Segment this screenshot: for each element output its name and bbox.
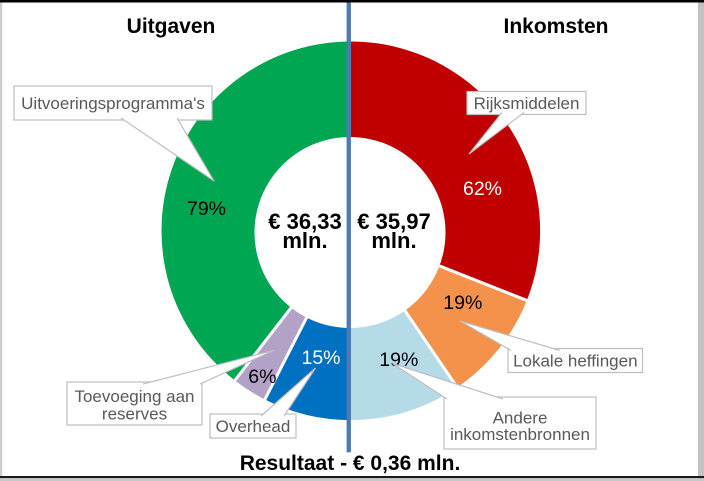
svg-text:inkomstenbronnen: inkomstenbronnen xyxy=(450,425,590,444)
svg-text:19%: 19% xyxy=(379,349,418,371)
svg-text:Rijksmiddelen: Rijksmiddelen xyxy=(474,94,580,113)
svg-text:€ 36,33: € 36,33 xyxy=(268,209,341,234)
svg-text:Andere: Andere xyxy=(493,409,548,428)
svg-text:62%: 62% xyxy=(463,178,502,200)
svg-text:Uitvoeringsprogramma's: Uitvoeringsprogramma's xyxy=(21,94,205,113)
svg-text:6%: 6% xyxy=(248,366,276,388)
svg-text:19%: 19% xyxy=(443,292,482,314)
svg-text:€ 35,97: € 35,97 xyxy=(357,209,430,234)
svg-text:Inkomsten: Inkomsten xyxy=(503,15,608,38)
svg-text:15%: 15% xyxy=(301,347,340,369)
svg-text:Toevoeging aan: Toevoeging aan xyxy=(74,387,194,406)
svg-text:mln.: mln. xyxy=(371,228,416,253)
svg-text:Resultaat - € 0,36 mln.: Resultaat - € 0,36 mln. xyxy=(240,452,461,475)
svg-text:mln.: mln. xyxy=(282,228,327,253)
svg-text:Overhead: Overhead xyxy=(216,417,291,436)
svg-text:Uitgaven: Uitgaven xyxy=(127,15,216,38)
svg-text:reserves: reserves xyxy=(102,405,167,424)
svg-text:Lokale heffingen: Lokale heffingen xyxy=(513,352,637,371)
svg-text:79%: 79% xyxy=(187,198,226,220)
